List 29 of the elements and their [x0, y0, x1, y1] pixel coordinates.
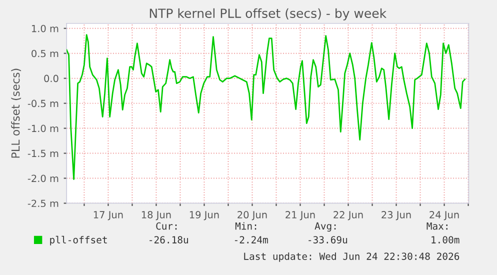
text: 1.00m [432, 236, 460, 244]
y-tick-label: -2.0 m [28, 174, 58, 182]
x-tick-label: 21 Jun [286, 211, 315, 220]
text: Cur: [156, 222, 177, 230]
x-tick-label: 20 Jun [238, 211, 267, 220]
text: -33.69u [308, 236, 348, 244]
text: -2.24m [234, 236, 268, 244]
x-tick-label: 23 Jun [382, 211, 411, 220]
y-tick-label: -1.0 m [28, 124, 58, 132]
line-series [66, 34, 466, 180]
y-tick-label: -1.5 m [28, 150, 58, 158]
text: Max: [426, 222, 448, 230]
text: Min: [235, 222, 256, 230]
text: Avg: [314, 222, 336, 232]
y-tick-label: -0.5 m [28, 100, 58, 108]
x-tick-label: 22 Jun [334, 211, 363, 220]
text: -26.18u [150, 236, 188, 244]
x-tick-label: 19 Jun [190, 211, 219, 220]
legend-label: pll-offset [50, 236, 107, 246]
chart-title: NTP kernel PLL offset (secs) - by week [150, 8, 387, 20]
y-axis-title: PLL offset (secs) [11, 68, 22, 158]
x-tick-label: 24 Jun [430, 211, 459, 220]
text: Last update: Wed Jun 24 22:30:48 2026 [244, 252, 460, 262]
y-tick-label: 0.0 [44, 74, 58, 82]
y-tick-label: 0.5 m [32, 50, 58, 58]
y-tick-label: -2.5 m [28, 200, 58, 208]
y-tick-label: 1.0 m [32, 24, 58, 32]
x-tick-label: 18 Jun [142, 211, 171, 220]
x-tick-label: 17 Jun [94, 211, 123, 220]
